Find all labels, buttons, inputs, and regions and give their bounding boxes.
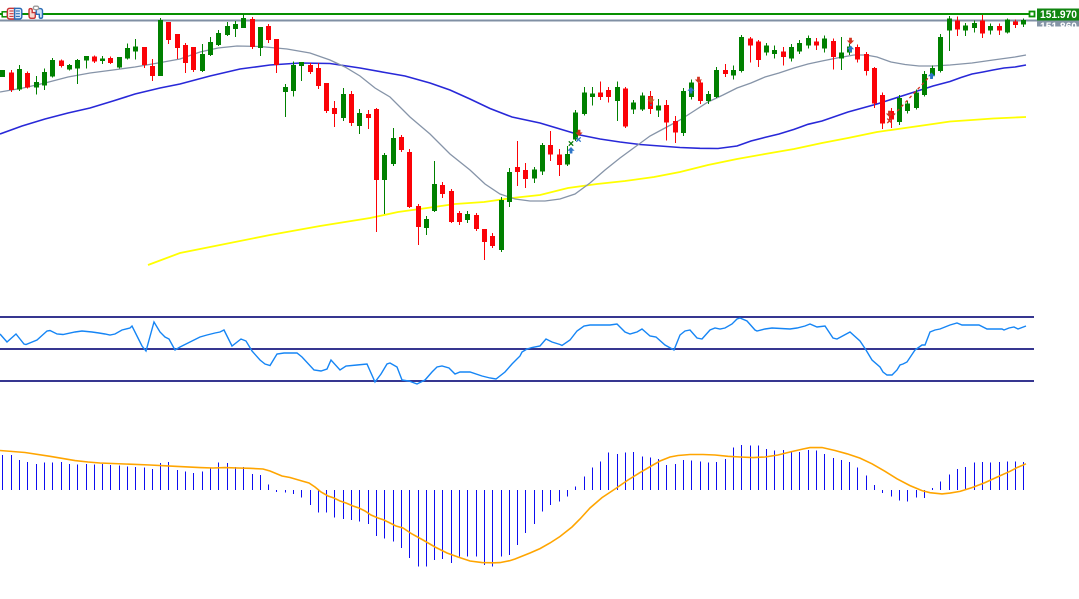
svg-text:151.860: 151.860 — [1040, 21, 1077, 33]
svg-text:151.970: 151.970 — [1040, 9, 1077, 21]
